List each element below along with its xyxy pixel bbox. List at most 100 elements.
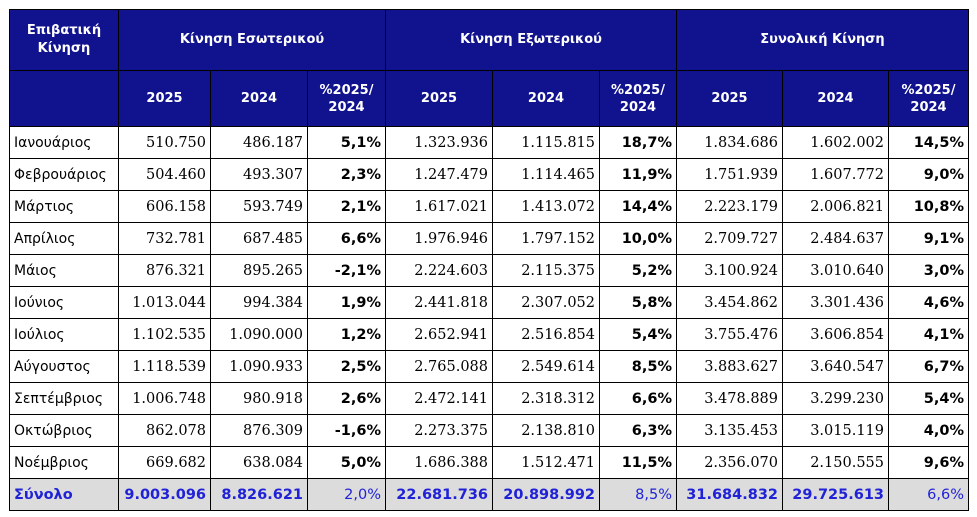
international-pct-cell: 18,7% (599, 126, 677, 159)
domestic-2024-cell: 994.384 (210, 286, 308, 319)
total-2025-cell: 2.223.179 (676, 190, 783, 223)
header-total-pct: %2025/ 2024 (888, 70, 969, 127)
total-pct-cell: 14,5% (888, 126, 969, 159)
domestic-pct-cell: 2,6% (307, 382, 386, 415)
header-international-2024: 2024 (492, 70, 600, 127)
international-2024-cell: 1.114.465 (492, 158, 600, 191)
header-group-domestic: Κίνηση Εσωτερικού (118, 9, 386, 71)
domestic-2024-cell: 980.918 (210, 382, 308, 415)
header-group-total: Συνολική Κίνηση (676, 9, 969, 71)
month-cell: Ιούλιος (9, 318, 119, 351)
total-international-pct-cell: 8,5% (599, 478, 677, 511)
month-cell: Νοέμβριος (9, 446, 119, 479)
total-2025-cell: 3.100.924 (676, 254, 783, 287)
international-pct-cell: 5,2% (599, 254, 677, 287)
total-pct-cell: 3,0% (888, 254, 969, 287)
table-row: Αύγουστος 1.118.539 1.090.933 2,5% 2.765.088… (9, 350, 969, 383)
international-2025-cell: 2.652.941 (385, 318, 493, 351)
domestic-2024-cell: 895.265 (210, 254, 308, 287)
header-row-groups: Επιβατική Κίνηση Κίνηση Εσωτερικού Κίνησ… (9, 9, 969, 71)
header-passenger-traffic: Επιβατική Κίνηση (9, 9, 119, 71)
international-2025-cell: 2.472.141 (385, 382, 493, 415)
total-pct-cell: 9,0% (888, 158, 969, 191)
total-international-2025-cell: 22.681.736 (385, 478, 493, 511)
international-2025-cell: 1.323.936 (385, 126, 493, 159)
passenger-traffic-table: Επιβατική Κίνηση Κίνηση Εσωτερικού Κίνησ… (9, 9, 969, 511)
total-pct-cell: 6,7% (888, 350, 969, 383)
domestic-pct-cell: 2,3% (307, 158, 386, 191)
total-2024-cell: 3.015.119 (782, 414, 889, 447)
domestic-2025-cell: 732.781 (118, 222, 211, 255)
month-cell: Φεβρουάριος (9, 158, 119, 191)
total-international-2024-cell: 20.898.992 (492, 478, 600, 511)
header-domestic-2024: 2024 (210, 70, 308, 127)
total-row: Σύνολο 9.003.096 8.826.621 2,0% 22.681.736 20… (9, 478, 969, 511)
international-2024-cell: 1.512.471 (492, 446, 600, 479)
total-2024-cell: 2.484.637 (782, 222, 889, 255)
total-pct-cell: 4,1% (888, 318, 969, 351)
international-2024-cell: 2.138.810 (492, 414, 600, 447)
domestic-2025-cell: 669.682 (118, 446, 211, 479)
table-row: Μάιος 876.321 895.265 -2,1% 2.224.603 2.115.3… (9, 254, 969, 287)
international-2024-cell: 2.318.312 (492, 382, 600, 415)
domestic-2025-cell: 1.013.044 (118, 286, 211, 319)
domestic-pct-cell: -2,1% (307, 254, 386, 287)
table-row: Ιούνιος 1.013.044 994.384 1,9% 2.441.818 2.30… (9, 286, 969, 319)
domestic-pct-cell: 1,9% (307, 286, 386, 319)
domestic-2024-cell: 876.309 (210, 414, 308, 447)
total-pct-cell: 4,0% (888, 414, 969, 447)
total-domestic-2024-cell: 8.826.621 (210, 478, 308, 511)
month-cell: Μάρτιος (9, 190, 119, 223)
domestic-2024-cell: 493.307 (210, 158, 308, 191)
domestic-pct-cell: 1,2% (307, 318, 386, 351)
domestic-2024-cell: 638.084 (210, 446, 308, 479)
domestic-2024-cell: 1.090.933 (210, 350, 308, 383)
total-2024-cell: 3.640.547 (782, 350, 889, 383)
header-domestic-pct: %2025/ 2024 (307, 70, 386, 127)
domestic-2025-cell: 504.460 (118, 158, 211, 191)
header-international-2025: 2025 (385, 70, 493, 127)
domestic-2024-cell: 1.090.000 (210, 318, 308, 351)
month-cell: Ιούνιος (9, 286, 119, 319)
total-total-2025-cell: 31.684.832 (676, 478, 783, 511)
domestic-2025-cell: 1.118.539 (118, 350, 211, 383)
domestic-pct-cell: 5,0% (307, 446, 386, 479)
international-2025-cell: 1.617.021 (385, 190, 493, 223)
domestic-pct-cell: -1,6% (307, 414, 386, 447)
international-2024-cell: 2.307.052 (492, 286, 600, 319)
pct-line1: %2025/ (901, 82, 956, 98)
total-2025-cell: 3.478.889 (676, 382, 783, 415)
header-passenger-traffic-line1: Επιβατική (26, 23, 102, 38)
total-2024-cell: 1.607.772 (782, 158, 889, 191)
total-2025-cell: 2.356.070 (676, 446, 783, 479)
domestic-2024-cell: 593.749 (210, 190, 308, 223)
domestic-2024-cell: 486.187 (210, 126, 308, 159)
total-total-2024-cell: 29.725.613 (782, 478, 889, 511)
total-2024-cell: 3.010.640 (782, 254, 889, 287)
total-pct-cell: 10,8% (888, 190, 969, 223)
pct-line2: 2024 (910, 99, 947, 115)
international-2024-cell: 1.797.152 (492, 222, 600, 255)
table-row: Ιανουάριος 510.750 486.187 5,1% 1.323.936 1.1… (9, 126, 969, 159)
total-pct-cell: 9,6% (888, 446, 969, 479)
header-domestic-2025: 2025 (118, 70, 211, 127)
total-2024-cell: 2.150.555 (782, 446, 889, 479)
header-total-2025: 2025 (676, 70, 783, 127)
international-2025-cell: 2.224.603 (385, 254, 493, 287)
international-2024-cell: 1.413.072 (492, 190, 600, 223)
total-pct-cell: 4,6% (888, 286, 969, 319)
international-pct-cell: 10,0% (599, 222, 677, 255)
international-pct-cell: 11,9% (599, 158, 677, 191)
month-cell: Απρίλιος (9, 222, 119, 255)
international-pct-cell: 14,4% (599, 190, 677, 223)
domestic-2025-cell: 510.750 (118, 126, 211, 159)
header-total-2024: 2024 (782, 70, 889, 127)
international-pct-cell: 8,5% (599, 350, 677, 383)
international-pct-cell: 5,4% (599, 318, 677, 351)
international-pct-cell: 6,3% (599, 414, 677, 447)
international-2025-cell: 2.765.088 (385, 350, 493, 383)
month-cell: Οκτώβριος (9, 414, 119, 447)
international-pct-cell: 5,8% (599, 286, 677, 319)
pct-line1: %2025/ (611, 82, 665, 98)
header-row-years: 2025 2024 %2025/ 2024 2025 2024 %2025/ 2… (9, 70, 969, 127)
